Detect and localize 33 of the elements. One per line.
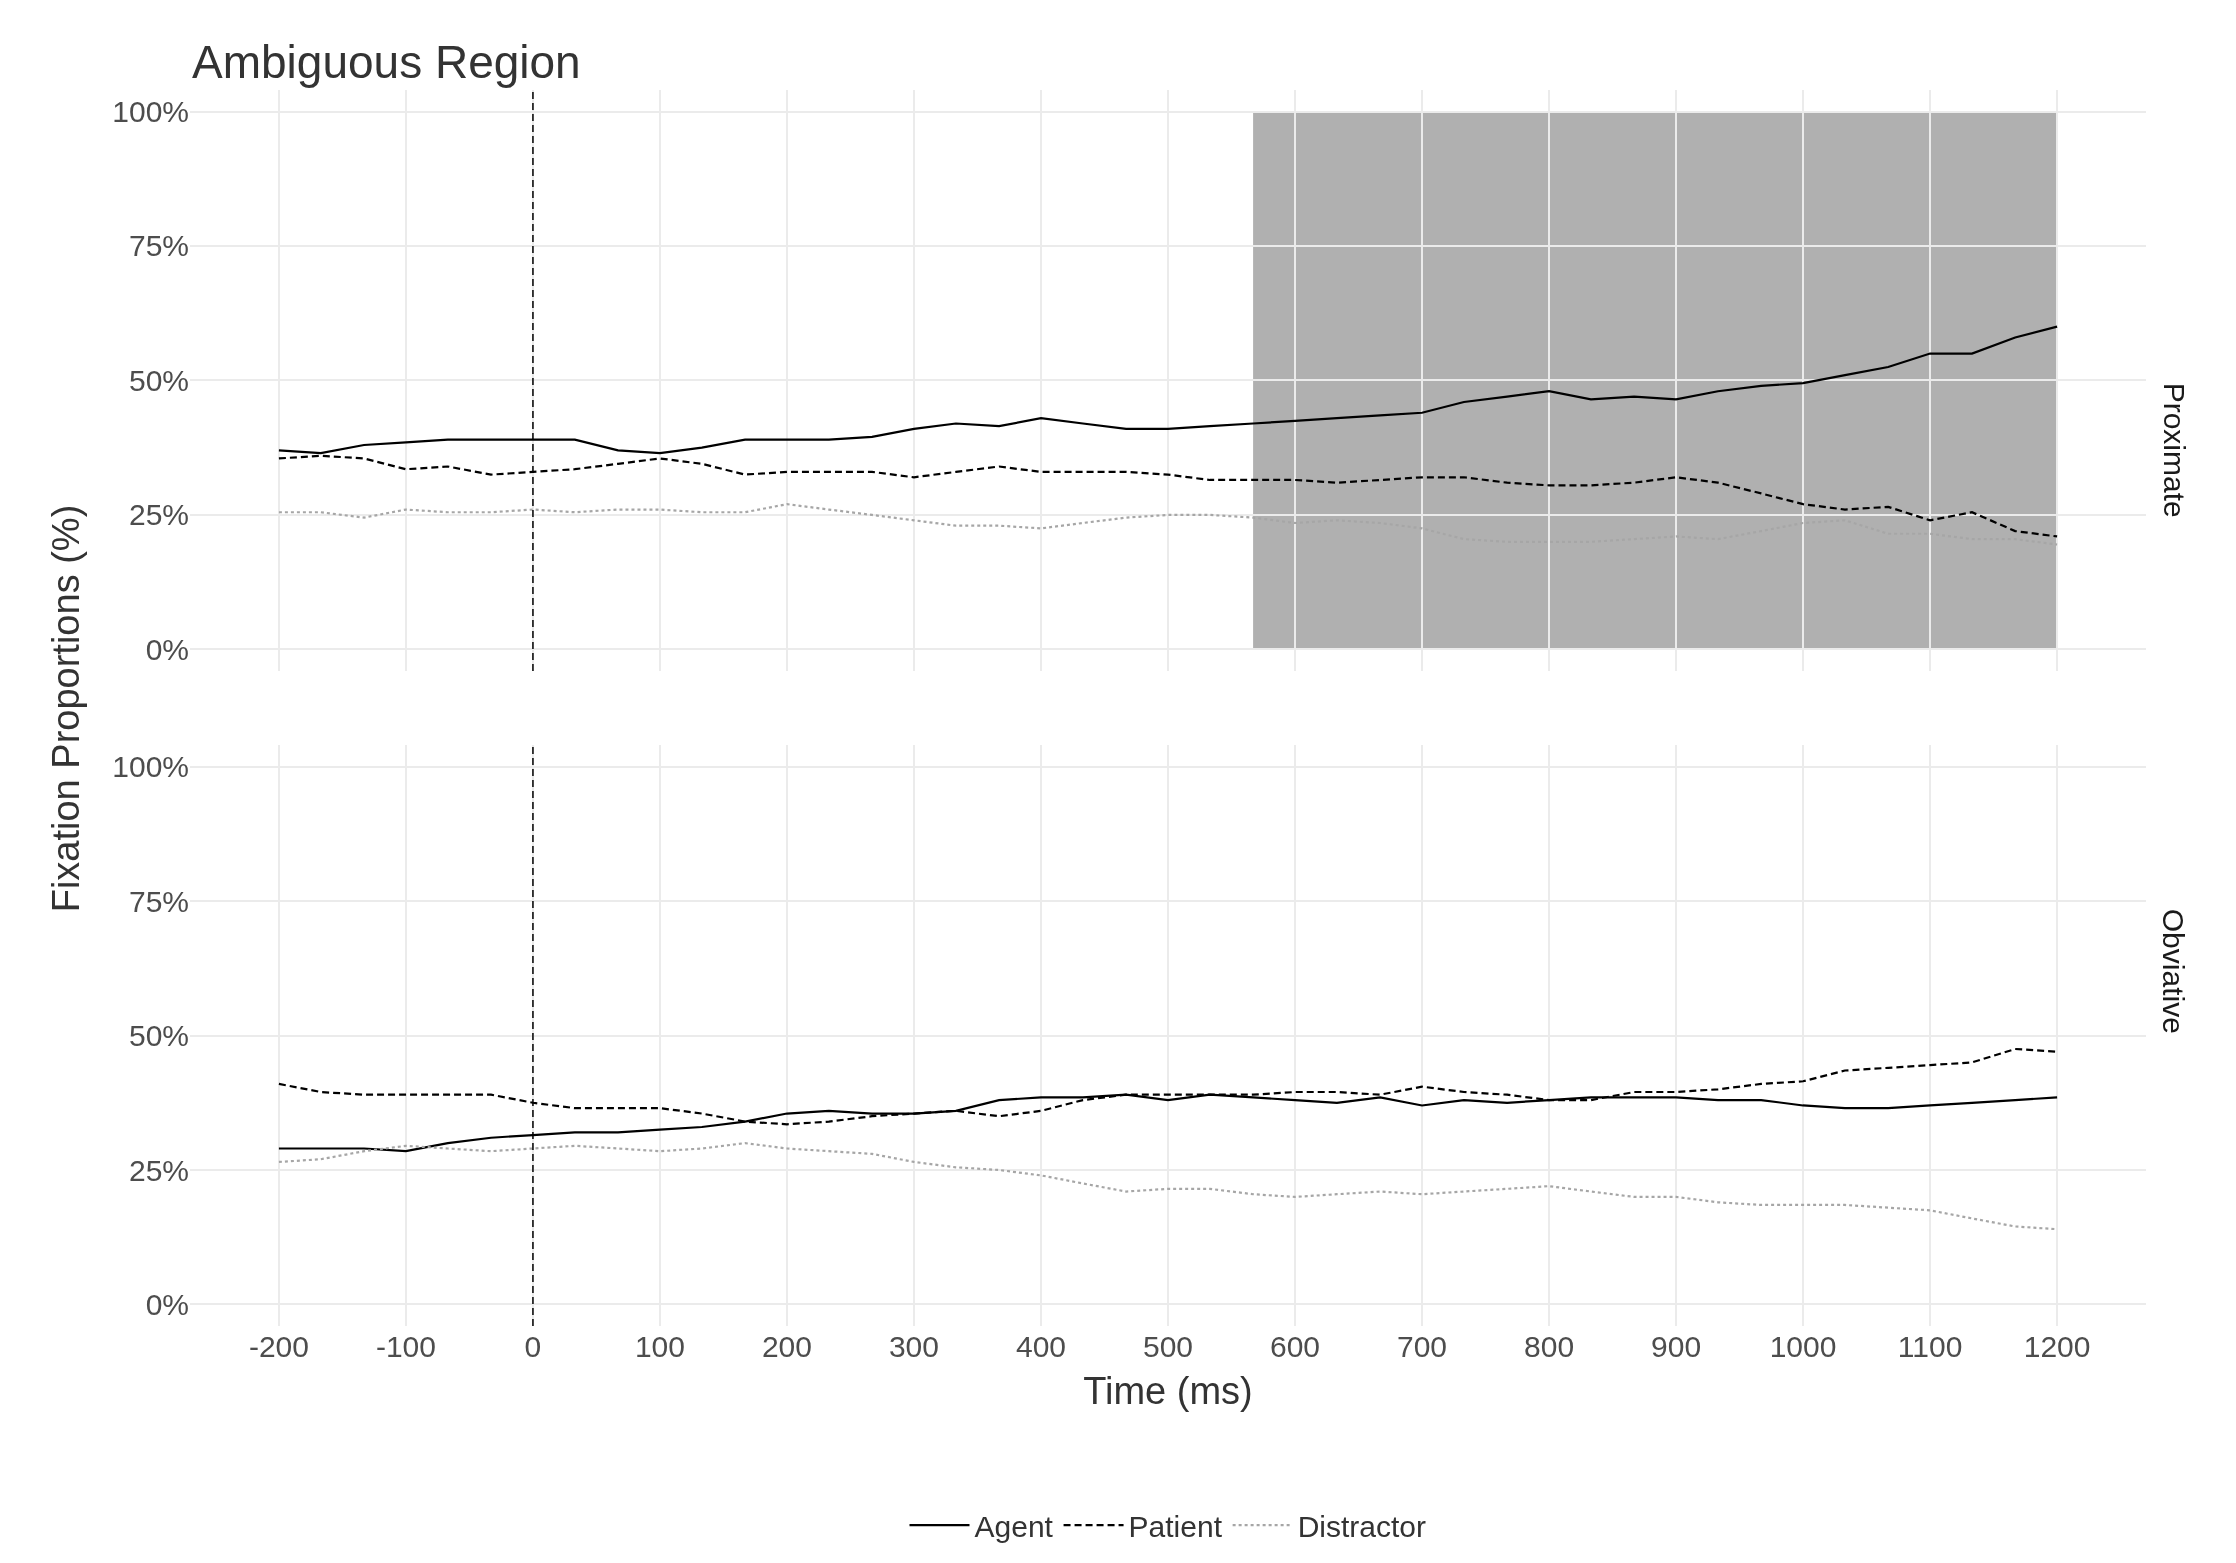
x-tick-label: 200 <box>761 1330 812 1363</box>
y-tick-label: 0% <box>145 1287 189 1321</box>
x-tick-label: 1000 <box>1769 1330 1837 1363</box>
y-tick-label: 25% <box>128 498 189 532</box>
y-axis-title: Fixation Proportions (%) <box>45 504 88 913</box>
chart-title: Ambiguous Region <box>192 36 581 88</box>
y-tick-label: 50% <box>128 1019 189 1053</box>
y-tick-label: 0% <box>145 632 189 666</box>
legend-label: Patient <box>1128 1509 1223 1543</box>
x-tick-label: -200 <box>248 1330 309 1363</box>
y-tick-label: 100% <box>112 750 189 784</box>
x-tick-label: 500 <box>1142 1330 1194 1363</box>
x-tick-label: 100 <box>634 1330 685 1363</box>
x-tick-label: 400 <box>1015 1330 1067 1363</box>
y-tick-label: 75% <box>128 884 189 918</box>
x-axis-title: Time (ms) <box>1083 1370 1253 1413</box>
text: Obviative <box>2157 908 2191 1034</box>
x-tick-label: 800 <box>1524 1330 1575 1363</box>
y-tick-label: 100% <box>112 95 189 129</box>
text: Proximate <box>2158 382 2192 518</box>
x-tick-label: 1100 <box>1897 1330 1963 1363</box>
y-tick-label: 50% <box>128 363 189 397</box>
x-tick-label: 700 <box>1397 1330 1448 1363</box>
x-tick-label: 900 <box>1651 1330 1702 1363</box>
x-tick-label: 600 <box>1269 1330 1321 1363</box>
legend-label: Agent <box>974 1509 1054 1543</box>
x-tick-label: 0 <box>524 1330 542 1363</box>
legend-label: Distractor <box>1297 1509 1426 1543</box>
x-tick-label: 1200 <box>2023 1330 2091 1363</box>
y-tick-label: 25% <box>128 1153 189 1187</box>
x-tick-label: -100 <box>375 1330 436 1363</box>
y-tick-label: 75% <box>128 229 189 263</box>
x-tick-label: 300 <box>888 1330 939 1363</box>
